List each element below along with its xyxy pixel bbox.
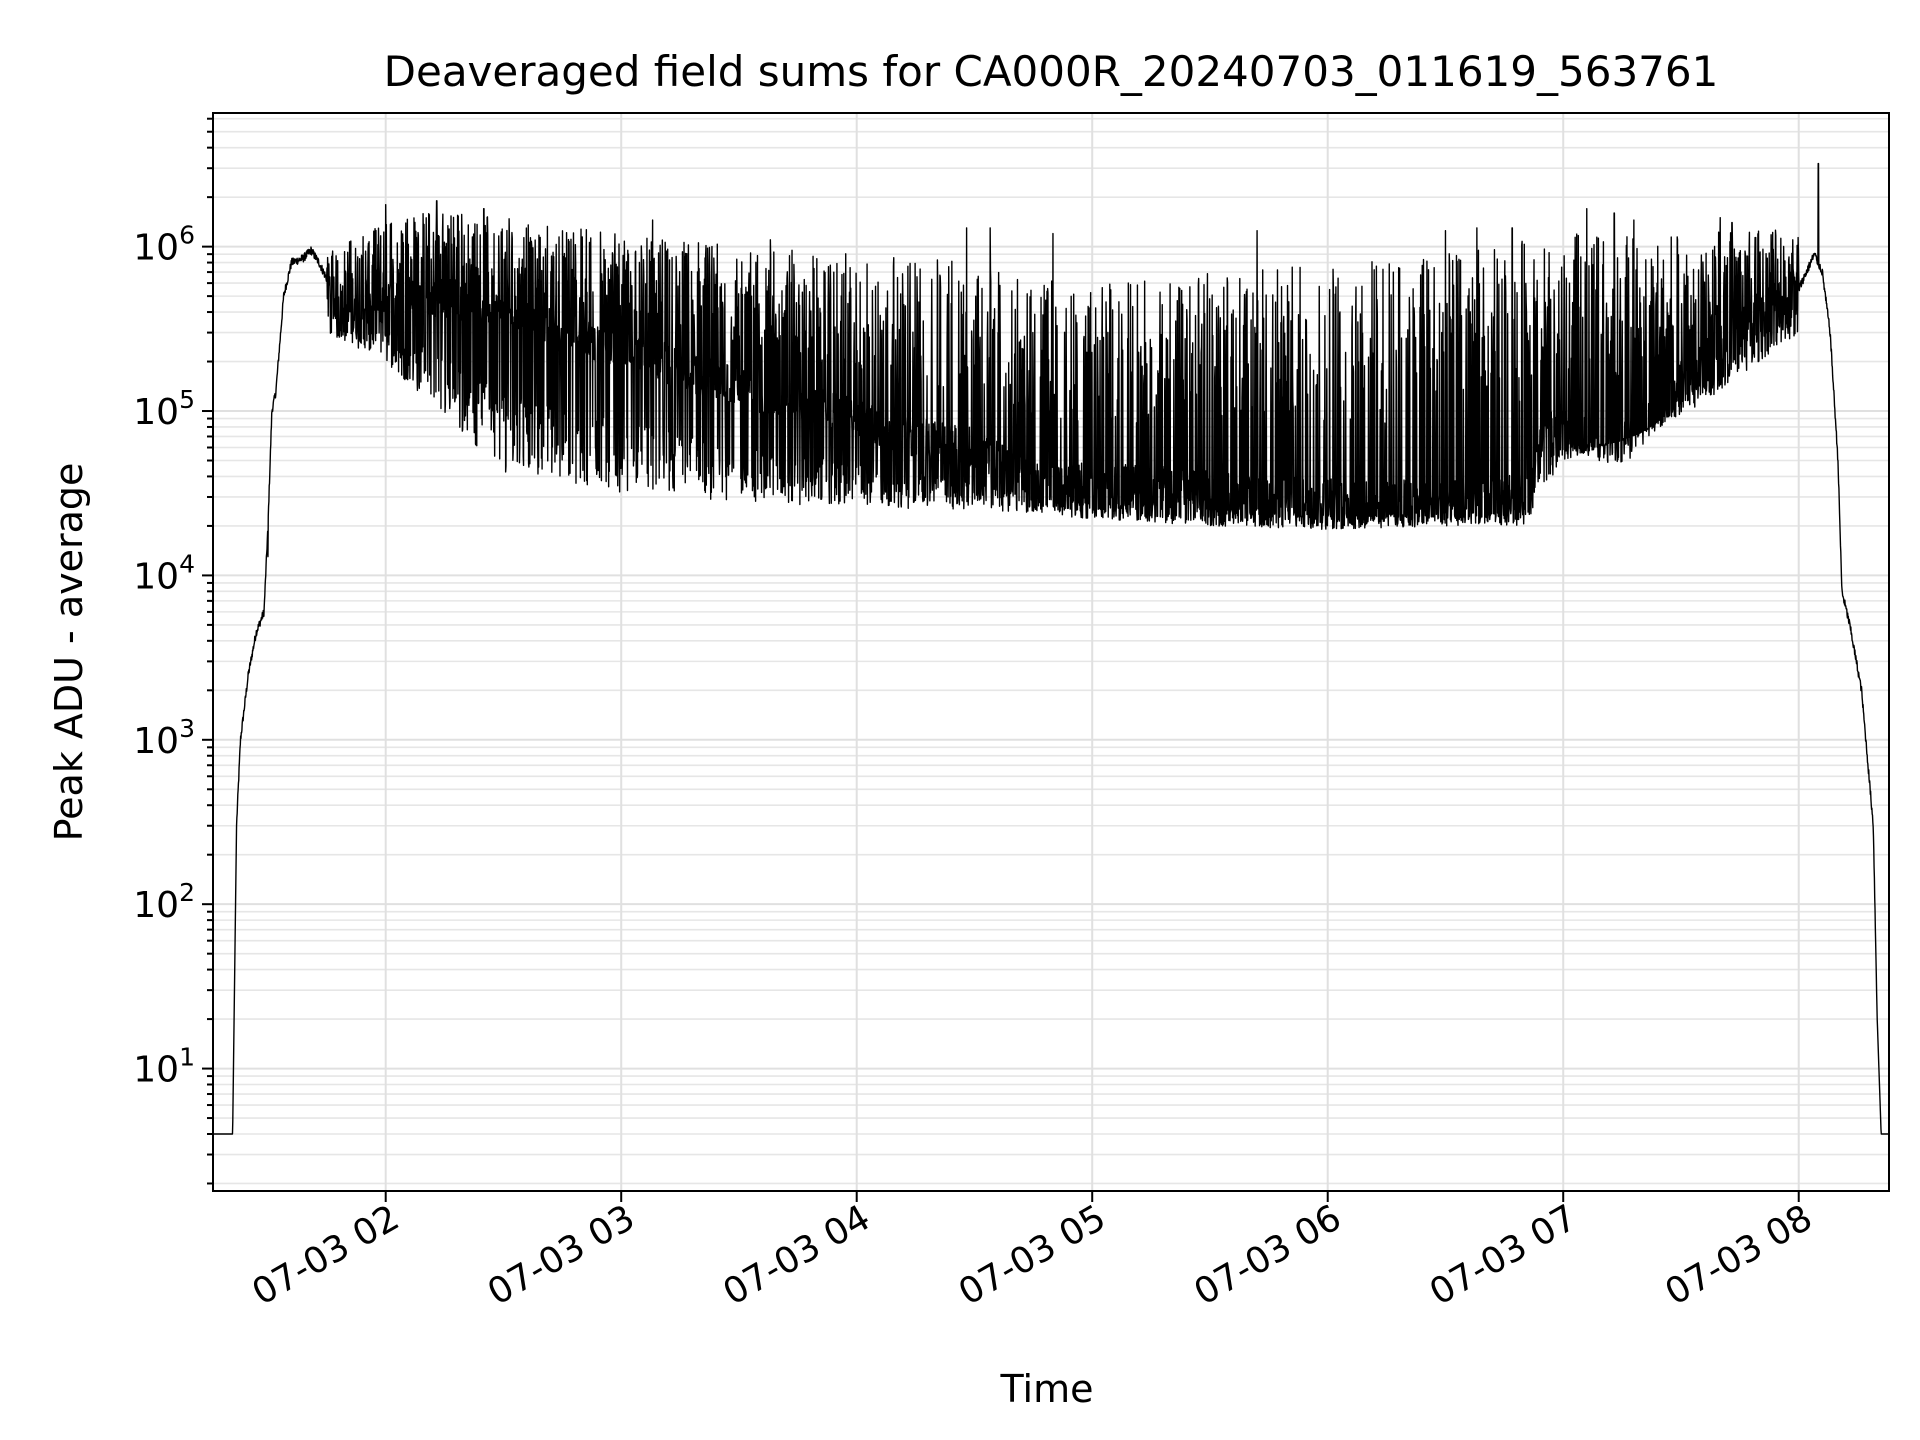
x-axis-label: Time bbox=[1000, 1367, 1094, 1411]
x-tick-label: 07-03 07 bbox=[1423, 1197, 1584, 1313]
series-group bbox=[212, 162, 1890, 1135]
y-tick-label: 101 bbox=[133, 1043, 195, 1091]
x-tick-label: 07-03 04 bbox=[717, 1197, 878, 1313]
y-tick-label: 102 bbox=[133, 878, 195, 926]
x-tick-label: 07-03 05 bbox=[952, 1197, 1113, 1313]
x-tick-label: 07-03 06 bbox=[1188, 1197, 1349, 1313]
y-tick-label: 103 bbox=[133, 714, 195, 762]
x-tick-label: 07-03 08 bbox=[1659, 1197, 1820, 1313]
x-tick-label: 07-03 02 bbox=[246, 1197, 407, 1313]
axis-ticks bbox=[202, 117, 1800, 1202]
y-tick-label: 105 bbox=[133, 385, 195, 433]
series-line bbox=[212, 162, 1890, 1135]
x-tick-labels: 07-03 02 07-03 03 07-03 04 07-03 05 07-03 06… bbox=[246, 1197, 1820, 1313]
plot-area-frame bbox=[212, 112, 1890, 1192]
x-tick-label: 07-03 03 bbox=[481, 1197, 642, 1313]
chart-title: Deaveraged field sums for CA000R_2024070… bbox=[384, 47, 1719, 96]
y-tick-label: 104 bbox=[133, 549, 195, 597]
y-axis-label: Peak ADU - average bbox=[47, 463, 91, 842]
y-tick-labels: 101 102 103 104 105 106 bbox=[133, 221, 195, 1091]
y-tick-label: 106 bbox=[133, 221, 195, 269]
